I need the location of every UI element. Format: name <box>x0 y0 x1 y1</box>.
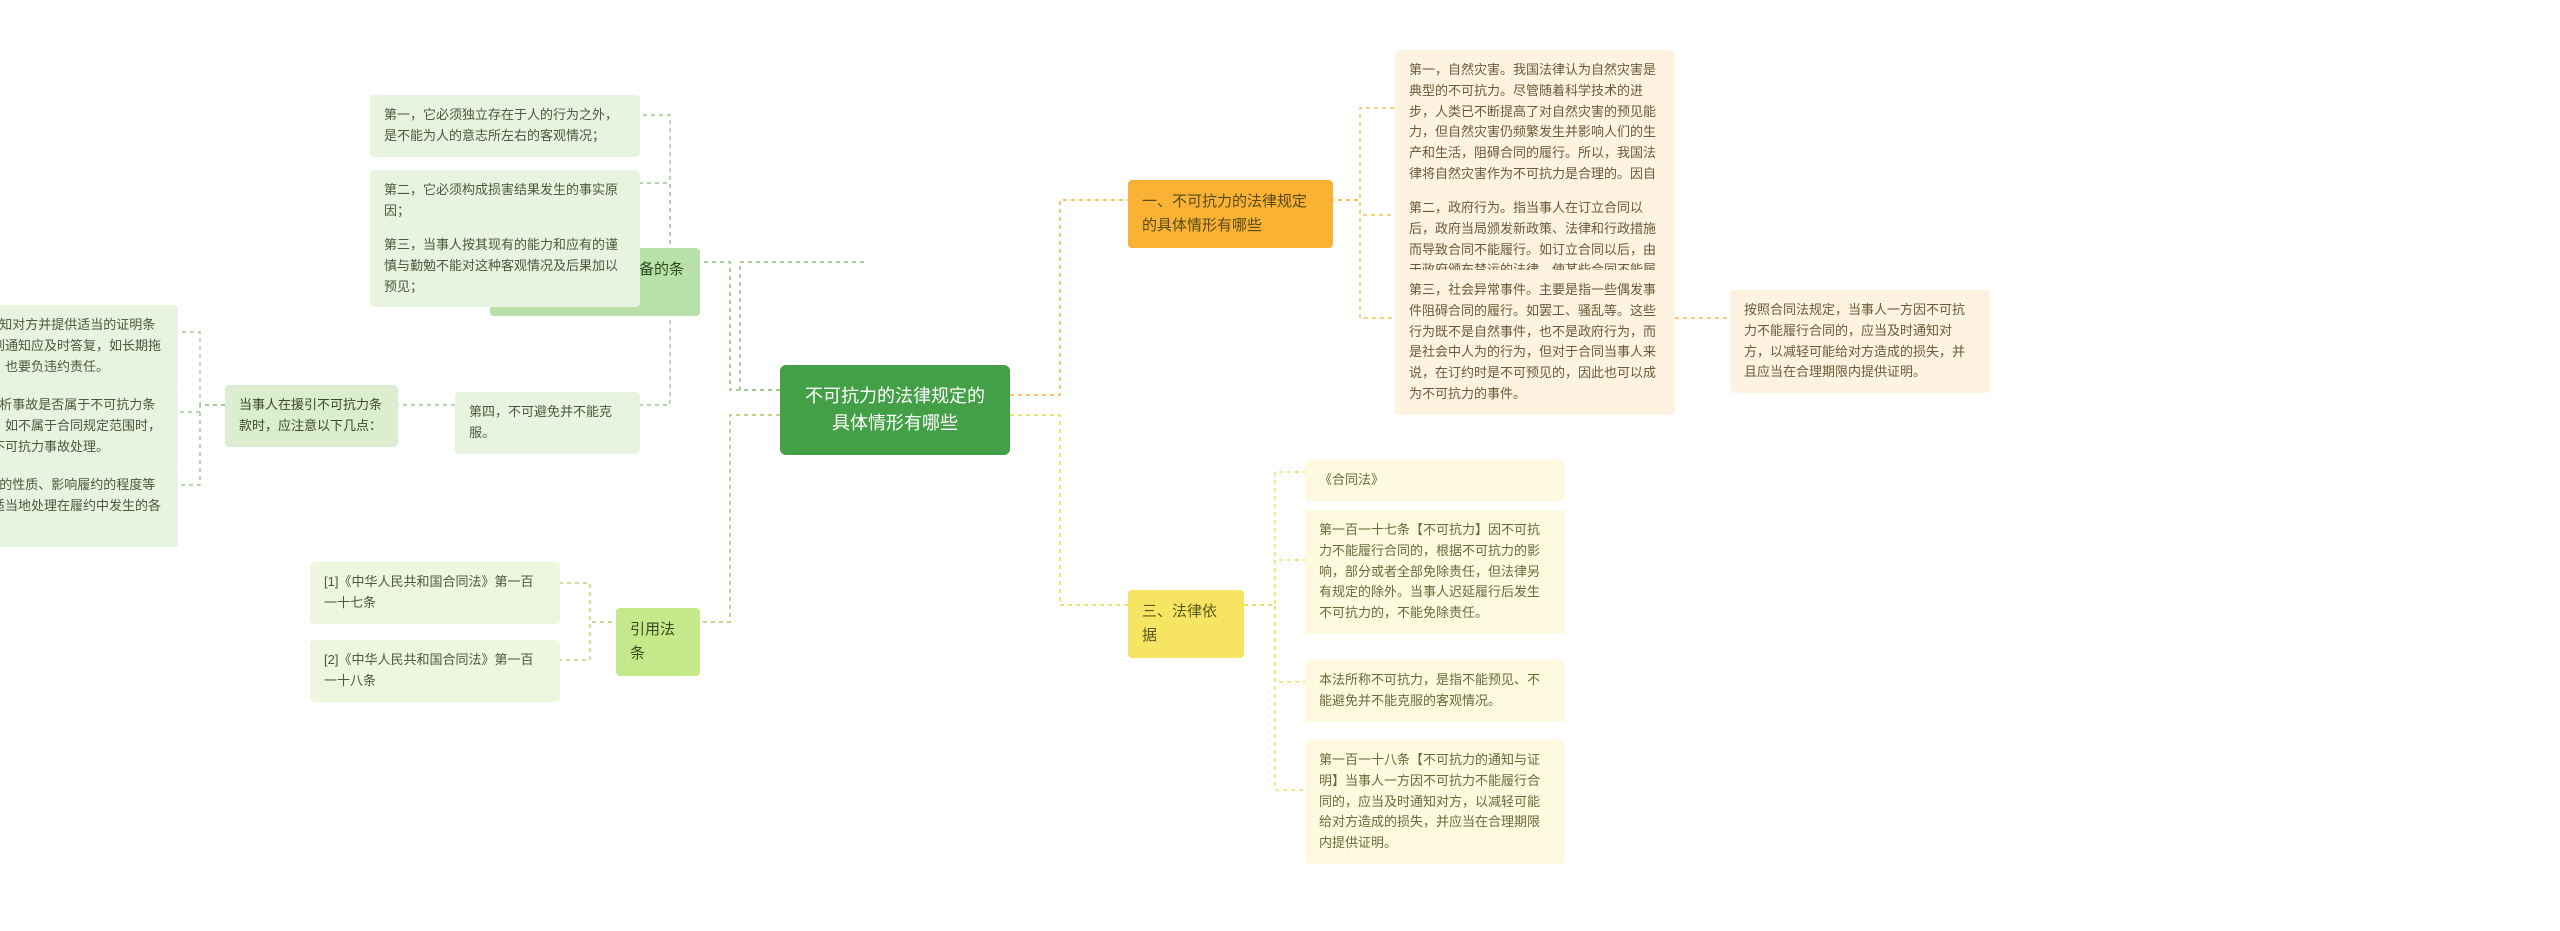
branch-1: 一、不可抗力的法律规定的具体情形有哪些 <box>1128 180 1333 248</box>
branch-3: 三、法律依据 <box>1128 590 1244 658</box>
leaf-b3-1: 《合同法》 <box>1305 460 1565 501</box>
leaf-b3-2: 第一百一十七条【不可抗力】因不可抗力不能履行合同的，根据不可抗力的影响，部分或者… <box>1305 510 1565 634</box>
leaf-b1-3: 第三，社会异常事件。主要是指一些偶发事件阻碍合同的履行。如罢工、骚乱等。这些行为… <box>1395 270 1675 415</box>
leaf-b2-4: 第四，不可避免并不能克服。 <box>455 392 640 454</box>
leaf-b3-3: 本法所称不可抗力，是指不能预见、不能避免并不能克服的客观情况。 <box>1305 660 1565 722</box>
leaf-b2-3: 第三，当事人按其现有的能力和应有的谨慎与勤勉不能对这种客观情况及后果加以预见； <box>370 225 640 307</box>
leaf-b3-4: 第一百一十八条【不可抗力的通知与证明】当事人一方因不可抗力不能履行合同的，应当及… <box>1305 740 1565 864</box>
leaf-b2-4a2: 2、要认真分析事故是否属于不可抗力条款约定范围，如不属于合同规定范围时，一般不能… <box>0 385 178 467</box>
center-node: 不可抗力的法律规定的具体情形有哪些 <box>780 365 1010 455</box>
leaf-b2-2: 第二，它必须构成损害结果发生的事实原因； <box>370 170 640 232</box>
leaf-b4-1: [1]《中华人民共和国合同法》第一百一十七条 <box>310 562 560 624</box>
leaf-b4-2: [2]《中华人民共和国合同法》第一百一十八条 <box>310 640 560 702</box>
leaf-b2-1: 第一，它必须独立存在于人的行为之外，是不能为人的意志所左右的客观情况； <box>370 95 640 157</box>
leaf-b2-4a: 当事人在援引不可抗力条款时，应注意以下几点： <box>225 385 398 447</box>
branch-4: 引用法条 <box>616 608 700 676</box>
leaf-b1-3a: 按照合同法规定，当事人一方因不可抗力不能履行合同的，应当及时通知对方，以减轻可能… <box>1730 290 1990 393</box>
leaf-b2-4a3: 3、根据事故的性质、影响履约的程度等具体情况，适当地处理在履约中发生的各种情况。 <box>0 465 178 547</box>
leaf-b2-4a1: 1、应及时通知对方并提供适当的证明条件。对方接到通知应及时答复，如长期拖延不予处… <box>0 305 178 387</box>
